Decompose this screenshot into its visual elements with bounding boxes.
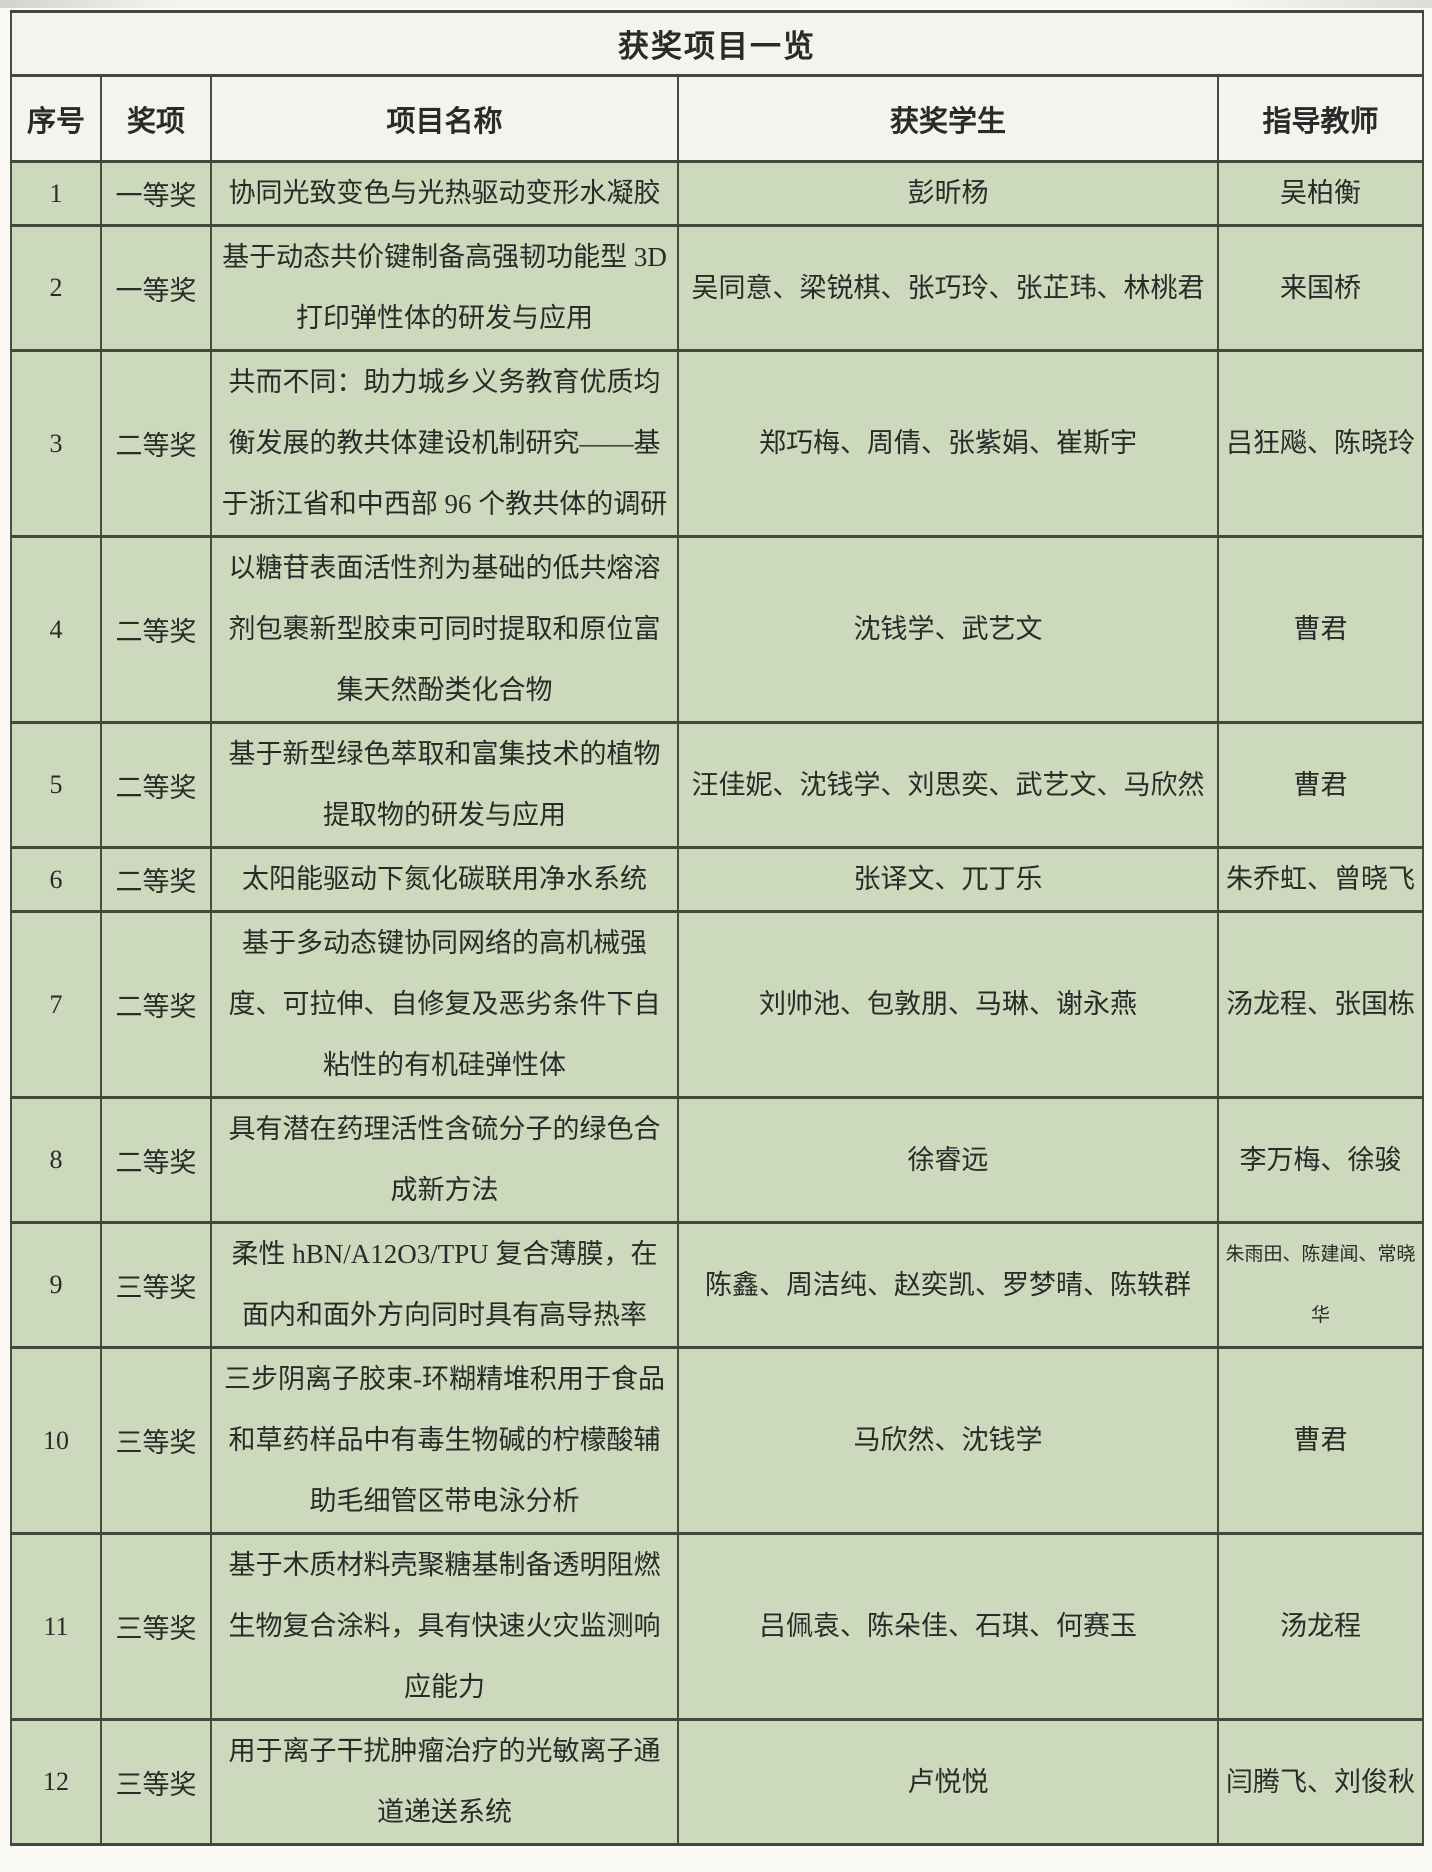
cell-no: 11 bbox=[10, 1532, 102, 1721]
cell-project-name: 基于木质材料壳聚糖基制备透明阻燃生物复合涂料，具有快速火灾监测响应能力 bbox=[210, 1532, 679, 1721]
column-header-row: 序号 奖项 项目名称 获奖学生 指导教师 bbox=[10, 74, 1425, 163]
cell-students: 郑巧梅、周倩、张紫娟、崔斯宇 bbox=[677, 349, 1219, 538]
cell-no: 7 bbox=[10, 910, 102, 1099]
col-header-teachers: 指导教师 bbox=[1216, 74, 1425, 163]
cell-students: 汪佳妮、沈钱学、刘思奕、武艺文、马欣然 bbox=[677, 721, 1219, 849]
cell-award: 三等奖 bbox=[100, 1532, 212, 1721]
cell-no: 3 bbox=[10, 349, 102, 538]
table-row: 1 一等奖 协同光致变色与光热驱动变形水凝胶 彭昕杨 吴柏衡 bbox=[10, 160, 1425, 227]
table-row: 12 三等奖 用于离子干扰肿瘤治疗的光敏离子通道递送系统 卢悦悦 闫腾飞、刘俊秋 bbox=[10, 1718, 1425, 1846]
cell-teachers: 来国桥 bbox=[1216, 224, 1425, 352]
cell-students: 徐睿远 bbox=[677, 1096, 1219, 1224]
title-row: 获奖项目一览 bbox=[9, 10, 1425, 77]
cell-teachers: 吴柏衡 bbox=[1216, 160, 1425, 227]
cell-project-name: 太阳能驱动下氮化碳联用净水系统 bbox=[210, 846, 679, 913]
cell-award: 二等奖 bbox=[100, 1096, 212, 1224]
col-header-project: 项目名称 bbox=[210, 74, 679, 163]
cell-award: 三等奖 bbox=[100, 1221, 212, 1349]
table-row: 7 二等奖 基于多动态键协同网络的高机械强度、可拉伸、自修复及恶劣条件下自粘性的… bbox=[10, 910, 1425, 1099]
table-row: 11 三等奖 基于木质材料壳聚糖基制备透明阻燃生物复合涂料，具有快速火灾监测响应… bbox=[10, 1532, 1425, 1721]
cell-students: 刘帅池、包敦朋、马琳、谢永燕 bbox=[677, 910, 1219, 1099]
col-header-award: 奖项 bbox=[100, 74, 212, 163]
cell-teachers: 朱雨田、陈建闻、常晓华 bbox=[1216, 1221, 1425, 1349]
cell-students: 马欣然、沈钱学 bbox=[677, 1346, 1219, 1535]
col-header-no: 序号 bbox=[10, 74, 102, 163]
awards-table: 获奖项目一览 序号 奖项 项目名称 获奖学生 指导教师 1 一等奖 协同光致变色… bbox=[9, 10, 1425, 1846]
cell-project-name: 以糖苷表面活性剂为基础的低共熔溶剂包裹新型胶束可同时提取和原位富集天然酚类化合物 bbox=[210, 535, 679, 724]
table-row: 8 二等奖 具有潜在药理活性含硫分子的绿色合成新方法 徐睿远 李万梅、徐骏 bbox=[10, 1096, 1425, 1224]
table-row: 4 二等奖 以糖苷表面活性剂为基础的低共熔溶剂包裹新型胶束可同时提取和原位富集天… bbox=[10, 535, 1425, 724]
cell-teachers: 曹君 bbox=[1216, 1346, 1425, 1535]
cell-teachers: 吕狂飚、陈晓玲 bbox=[1216, 349, 1425, 538]
cell-students: 吴同意、梁锐棋、张巧玲、张芷玮、林桃君 bbox=[677, 224, 1219, 352]
table-row: 10 三等奖 三步阴离子胶束-环糊精堆积用于食品和草药样品中有毒生物碱的柠檬酸辅… bbox=[10, 1346, 1425, 1535]
cell-students: 陈鑫、周洁纯、赵奕凯、罗梦晴、陈轶群 bbox=[677, 1221, 1219, 1349]
cell-no: 2 bbox=[10, 224, 102, 352]
cell-project-name: 具有潜在药理活性含硫分子的绿色合成新方法 bbox=[210, 1096, 679, 1224]
table-row: 5 二等奖 基于新型绿色萃取和富集技术的植物提取物的研发与应用 汪佳妮、沈钱学、… bbox=[10, 721, 1425, 849]
cell-no: 8 bbox=[10, 1096, 102, 1224]
table-title: 获奖项目一览 bbox=[9, 10, 1425, 77]
cell-award: 三等奖 bbox=[100, 1346, 212, 1535]
cell-award: 二等奖 bbox=[100, 535, 212, 724]
cell-award: 二等奖 bbox=[100, 349, 212, 538]
cell-project-name: 基于新型绿色萃取和富集技术的植物提取物的研发与应用 bbox=[210, 721, 679, 849]
cell-award: 一等奖 bbox=[100, 160, 212, 227]
cell-students: 彭昕杨 bbox=[677, 160, 1219, 227]
cell-project-name: 柔性 hBN/A12O3/TPU 复合薄膜，在面内和面外方向同时具有高导热率 bbox=[210, 1221, 679, 1349]
cell-teachers: 李万梅、徐骏 bbox=[1216, 1096, 1425, 1224]
cell-students: 张译文、兀丁乐 bbox=[677, 846, 1219, 913]
cell-award: 二等奖 bbox=[100, 721, 212, 849]
cell-award: 三等奖 bbox=[100, 1718, 212, 1846]
cell-project-name: 基于动态共价键制备高强韧功能型 3D 打印弹性体的研发与应用 bbox=[210, 224, 679, 352]
cell-teachers: 汤龙程、张国栋 bbox=[1216, 910, 1425, 1099]
cell-teachers: 汤龙程 bbox=[1216, 1532, 1425, 1721]
cell-project-name: 用于离子干扰肿瘤治疗的光敏离子通道递送系统 bbox=[210, 1718, 679, 1846]
cell-no: 10 bbox=[10, 1346, 102, 1535]
cell-award: 一等奖 bbox=[100, 224, 212, 352]
cell-no: 12 bbox=[10, 1718, 102, 1846]
cell-teachers: 朱乔虹、曾晓飞 bbox=[1216, 846, 1425, 913]
scan-edge-artifact bbox=[0, 0, 1432, 8]
cell-no: 6 bbox=[10, 846, 102, 913]
cell-teachers: 曹君 bbox=[1216, 535, 1425, 724]
cell-project-name: 基于多动态键协同网络的高机械强度、可拉伸、自修复及恶劣条件下自粘性的有机硅弹性体 bbox=[210, 910, 679, 1099]
col-header-students: 获奖学生 bbox=[677, 74, 1219, 163]
table-row: 6 二等奖 太阳能驱动下氮化碳联用净水系统 张译文、兀丁乐 朱乔虹、曾晓飞 bbox=[10, 846, 1425, 913]
cell-no: 1 bbox=[10, 160, 102, 227]
table-row: 3 二等奖 共而不同：助力城乡义务教育优质均衡发展的教共体建设机制研究——基于浙… bbox=[10, 349, 1425, 538]
cell-teachers: 闫腾飞、刘俊秋 bbox=[1216, 1718, 1425, 1846]
cell-teachers: 曹君 bbox=[1216, 721, 1425, 849]
cell-project-name: 协同光致变色与光热驱动变形水凝胶 bbox=[210, 160, 679, 227]
cell-award: 二等奖 bbox=[100, 910, 212, 1099]
cell-award: 二等奖 bbox=[100, 846, 212, 913]
cell-project-name: 三步阴离子胶束-环糊精堆积用于食品和草药样品中有毒生物碱的柠檬酸辅助毛细管区带电… bbox=[210, 1346, 679, 1535]
cell-no: 4 bbox=[10, 535, 102, 724]
table-row: 9 三等奖 柔性 hBN/A12O3/TPU 复合薄膜，在面内和面外方向同时具有… bbox=[10, 1221, 1425, 1349]
cell-students: 卢悦悦 bbox=[677, 1718, 1219, 1846]
cell-project-name: 共而不同：助力城乡义务教育优质均衡发展的教共体建设机制研究——基于浙江省和中西部… bbox=[210, 349, 679, 538]
cell-no: 5 bbox=[10, 721, 102, 849]
table-row: 2 一等奖 基于动态共价键制备高强韧功能型 3D 打印弹性体的研发与应用 吴同意… bbox=[10, 224, 1425, 352]
cell-students: 沈钱学、武艺文 bbox=[677, 535, 1219, 724]
cell-no: 9 bbox=[10, 1221, 102, 1349]
cell-students: 吕佩袁、陈朵佳、石琪、何赛玉 bbox=[677, 1532, 1219, 1721]
